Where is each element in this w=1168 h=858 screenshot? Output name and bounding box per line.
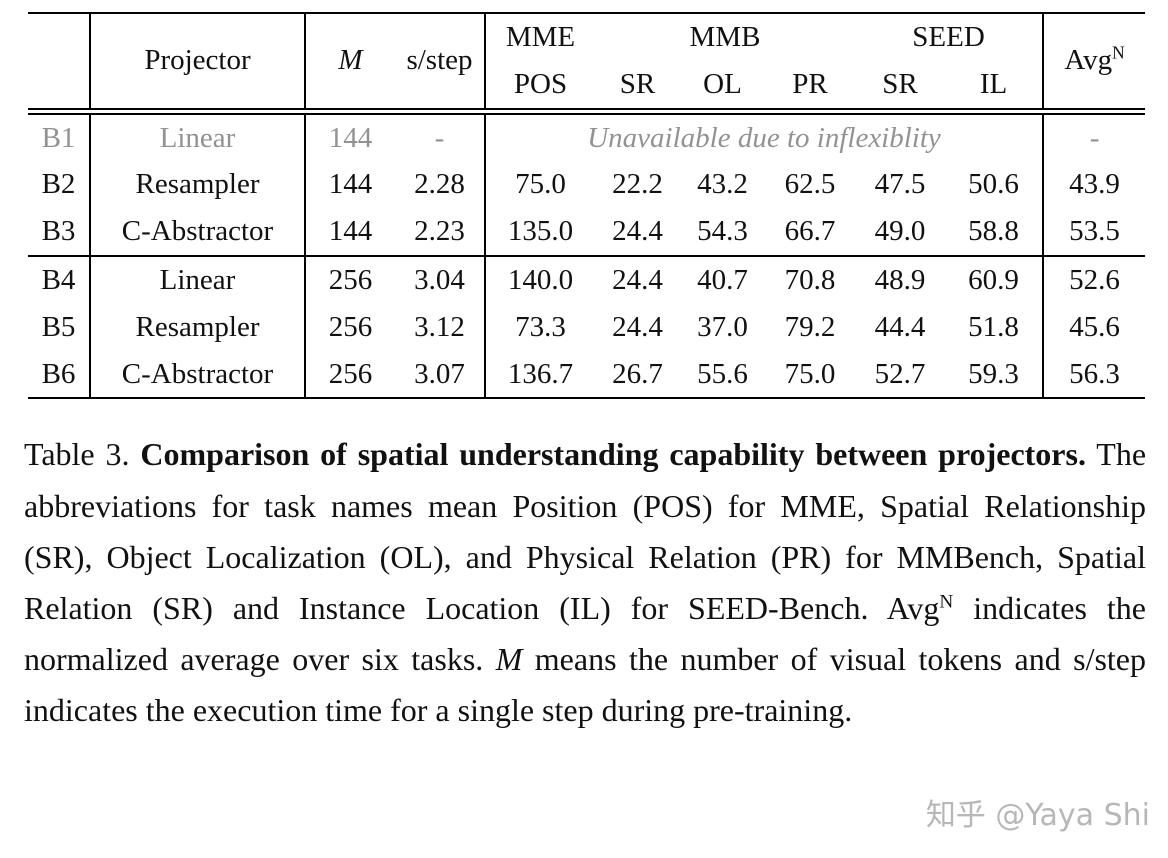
avg-cell: 56.3 [1042,350,1146,400]
value-cell: 140.0 [485,254,595,304]
value-cell: 135.0 [507,215,574,248]
caption-bold-title: Comparison of spatial understanding capa… [140,436,1086,473]
row-id: B3 [28,208,91,256]
value-cell: 59.3 [945,350,1044,400]
unavailable-note: Unavailable due to inflexiblity [587,121,941,154]
table-row-b6: B6 C-Abstractor 256 3.07 136.7 26.7 55.6… [28,350,1146,400]
results-table: Projector M s/step MME MMB SEED AvgN POS… [28,11,1146,400]
header-row-groups: Projector M s/step MME MMB SEED AvgN [28,11,1146,115]
table-row-b1: B1 Linear 144 - Unavailable due to infle… [28,111,1146,162]
value-cell: 48.9 [855,254,946,304]
value-cell: 52.7 [855,350,946,400]
corner-cell [28,11,91,115]
avg-cell: 43.9 [1042,161,1146,209]
value-cell: 75.0 [515,168,566,201]
col-header-il: IL [945,60,1044,115]
m-cell: 256 [305,254,395,304]
value-cell: 50.6 [968,168,1019,201]
s-step-cell: 2.23 [395,208,486,256]
value-cell: 60.9 [945,254,1044,304]
value-cell: 40.7 [680,254,765,304]
value-cell: 44.4 [874,310,926,343]
value-cell: 22.2 [612,168,663,201]
value-cell: 24.4 [612,310,663,343]
avg-label: Avg [1064,44,1113,77]
row-id: B6 [28,350,91,400]
value-cell: 37.0 [697,310,748,343]
row-id: B2 [28,161,91,209]
col-header-pr: PR [765,60,856,115]
caption-math-m: M [495,641,523,678]
projector-cell: Linear [90,111,306,162]
avg-cell: - [1042,111,1146,162]
m-cell: 144 [328,121,373,154]
projector-cell: Resampler [90,161,306,209]
projector-cell: Linear [90,254,306,304]
value-cell: 49.0 [874,215,926,248]
value-cell: 73.3 [515,310,566,343]
table-row-b3: B3 C-Abstractor 144 2.23 135.0 24.4 54.3… [28,208,1146,256]
row-id: B5 [28,303,91,351]
col-header-ol: OL [680,60,765,115]
s-step-cell: 3.07 [395,350,486,400]
table-row-b5: B5 Resampler 256 3.12 73.3 24.4 37.0 79.… [28,303,1146,351]
group-header-mmb: MMB [595,12,856,61]
table-caption: Table 3. Comparison of spatial understan… [24,429,1146,736]
value-cell: 70.8 [765,254,856,304]
avg-cell: 53.5 [1042,208,1146,256]
avg-cell: 52.6 [1042,254,1146,304]
value-cell: 136.7 [485,350,595,400]
value-cell: 24.4 [595,254,680,304]
value-cell: 75.0 [765,350,856,400]
caption-text: The abbreviations for task names mean Po… [24,436,1147,626]
avg-cell: 45.6 [1042,303,1146,351]
value-cell: 58.8 [968,215,1019,248]
m-cell: 144 [328,215,373,248]
value-cell: 79.2 [784,310,836,343]
caption-text: indicates the normalized average over si… [24,589,1146,678]
value-cell: 24.4 [612,215,663,248]
s-step-cell: 3.04 [395,254,486,304]
projector-cell: C-Abstractor [90,350,306,400]
projector-cell: C-Abstractor [90,208,306,256]
col-header-sr-seed: SR [855,60,946,115]
value-cell: 66.7 [784,215,836,248]
caption-text: Table 3. [24,436,141,473]
value-cell: 62.5 [784,168,836,201]
value-cell: 43.2 [697,168,748,201]
value-cell: 47.5 [874,168,926,201]
group-header-seed: SEED [855,12,1044,61]
row-id: B4 [28,254,91,304]
m-cell: 144 [328,168,373,201]
col-header-sr-mmb: SR [595,60,680,115]
avg-superscript: N [1112,42,1125,63]
m-cell: 256 [328,310,373,343]
caption-superscript-n: N [939,591,954,613]
zhihu-watermark: 知乎 @Yaya Shi [925,798,1150,833]
table-row-b4: B4 Linear 256 3.04 140.0 24.4 40.7 70.8 … [28,254,1146,304]
col-header-pos: POS [485,60,595,115]
value-cell: 26.7 [595,350,680,400]
group-header-mme: MME [485,12,595,61]
row-id: B1 [28,111,91,162]
value-cell: 51.8 [968,310,1019,343]
caption-text: means the number of visual tokens and s/… [24,641,1147,729]
value-cell: 54.3 [697,215,748,248]
s-step-cell: - [395,111,486,162]
s-step-cell: 3.12 [395,303,486,351]
table-row-b2: B2 Resampler 144 2.28 75.0 22.2 43.2 62.… [28,161,1146,209]
m-cell: 256 [305,350,395,400]
col-header-projector: Projector [90,11,306,115]
projector-cell: Resampler [90,303,306,351]
s-step-cell: 2.28 [395,161,486,209]
value-cell: 55.6 [680,350,765,400]
col-header-m: M [305,11,395,115]
header-row-metrics: POS SR OL PR SR IL [28,60,1145,115]
col-header-avg: AvgN [1042,11,1146,115]
col-header-s-step: s/step [395,11,486,115]
